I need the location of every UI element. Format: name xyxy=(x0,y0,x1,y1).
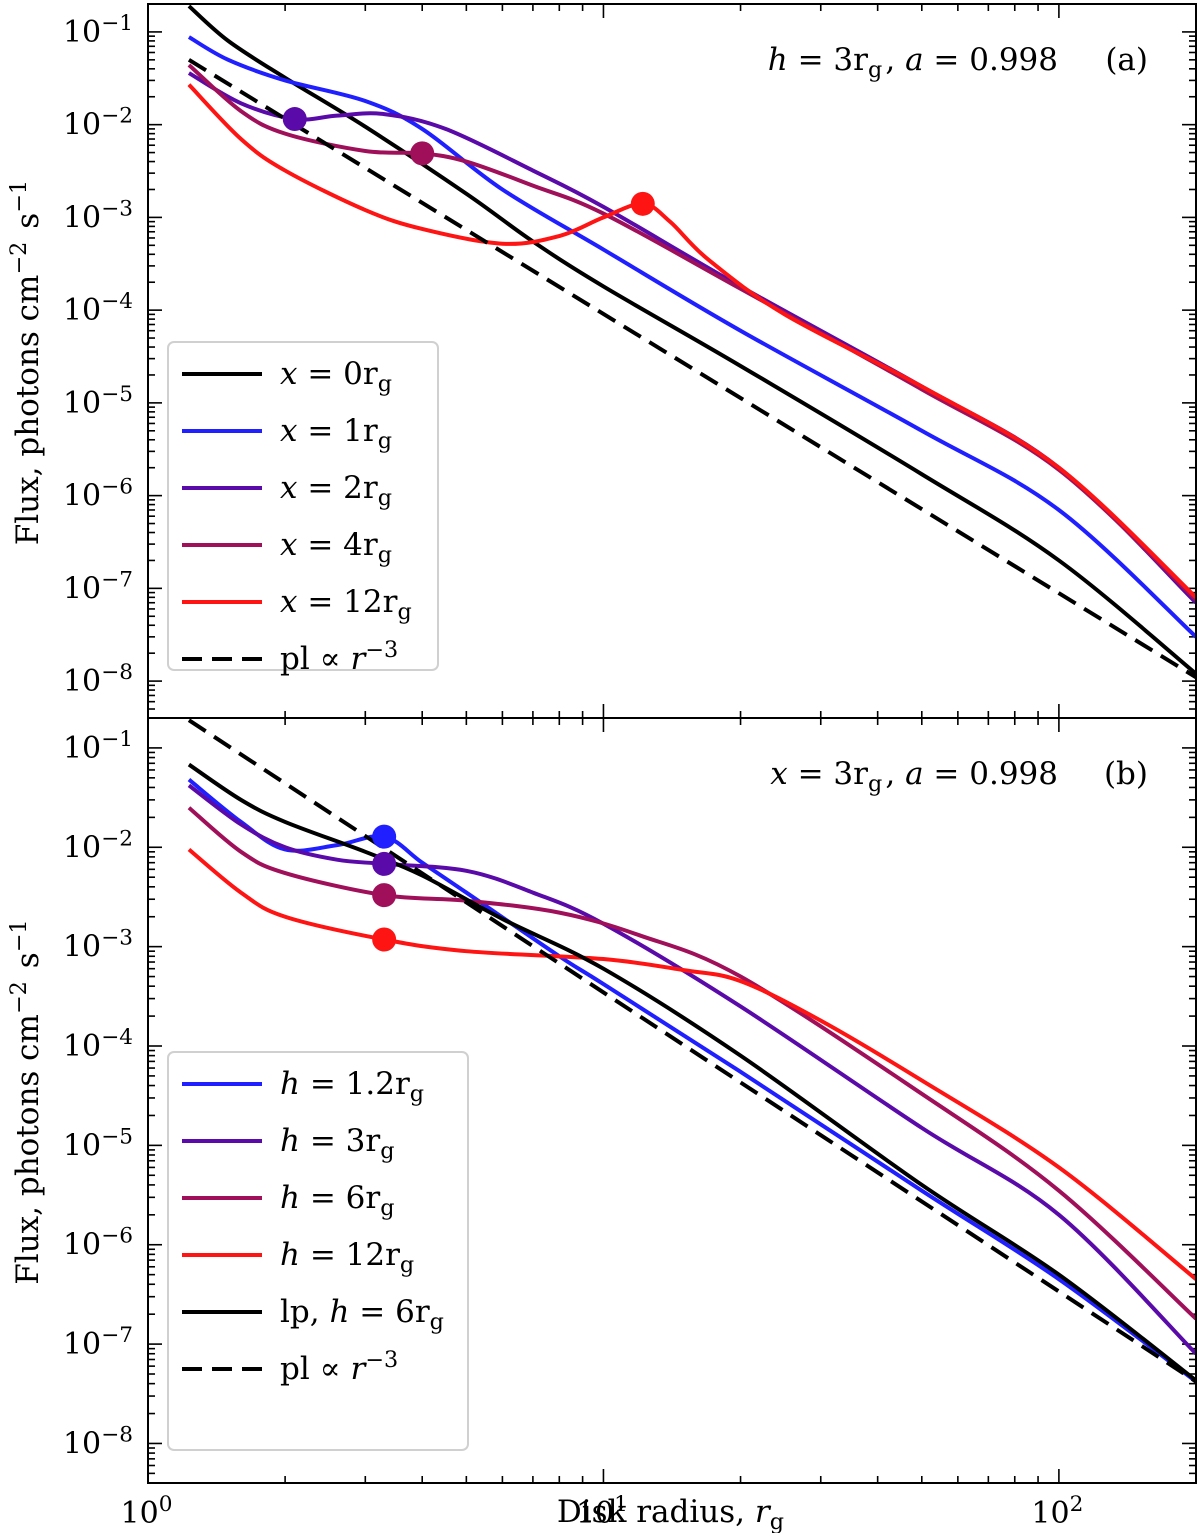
x-tick-label: 102 xyxy=(1031,1492,1086,1531)
series-line-1 xyxy=(187,35,1196,639)
series-marker-3 xyxy=(372,927,397,952)
y-tick-label: 10−7 xyxy=(63,567,136,606)
y-tick-label: 10−1 xyxy=(63,11,136,50)
legend: h = 1.2rg h = 3rg h = 6rg h = 12rg lp, h… xyxy=(167,1051,469,1451)
x-axis-title: Disk radius, rg xyxy=(557,1494,787,1533)
y-tick-label: 10−8 xyxy=(63,1422,136,1461)
legend-entry: pl ∝ r−3 xyxy=(280,1347,401,1387)
series-marker-2 xyxy=(630,191,655,216)
series-line-1 xyxy=(187,783,1196,1356)
y-tick-label: 10−5 xyxy=(63,382,136,421)
series-line-2 xyxy=(187,806,1196,1321)
legend-entry: pl ∝ r−3 xyxy=(280,637,401,677)
panel-a: 10−8 10−7 10−6 10−5 10−4 10−3 10−2 10−1 … xyxy=(6,3,1197,719)
series-marker-0 xyxy=(282,107,307,132)
series-line-3 xyxy=(187,847,1196,1281)
legend-box xyxy=(167,1051,469,1451)
y-tick-label: 10−3 xyxy=(63,926,136,965)
y-tick-label: 10−4 xyxy=(63,1025,136,1064)
series-marker-1 xyxy=(410,141,435,166)
panel-annotation: h = 3rg , a = 0.998 xyxy=(768,42,1058,83)
plot-area xyxy=(187,4,1196,679)
y-tick-label: 10−2 xyxy=(63,826,136,865)
y-tick-label: 10−7 xyxy=(63,1323,136,1362)
series-marker-0 xyxy=(372,824,397,849)
legend-entry: h = 12rg xyxy=(280,1237,417,1278)
legend-box xyxy=(167,341,439,671)
legend: x = 0rg x = 1rg x = 2rg x = 4rg x = 12rg… xyxy=(167,341,439,677)
series-line-3 xyxy=(187,63,1196,602)
series-line-4 xyxy=(187,762,1196,1383)
y-tick-label: 10−2 xyxy=(63,104,136,143)
y-tick-label: 10−4 xyxy=(63,289,136,328)
y-tick-label: 10−3 xyxy=(63,196,136,235)
legend-entry: h = 6rg xyxy=(280,1180,398,1221)
ticks xyxy=(147,3,1197,719)
y-tick-label: 10−1 xyxy=(63,727,136,766)
series-marker-1 xyxy=(372,851,397,876)
y-axis-title: Flux, photons cm−2 s−1 xyxy=(6,177,46,545)
legend-entry: x = 2rg xyxy=(280,470,395,511)
legend-entry: h = 3rg xyxy=(280,1123,398,1164)
panel-label: (b) xyxy=(1104,756,1148,792)
x-tick-label: 100 xyxy=(121,1492,176,1531)
y-tick-label: 10−5 xyxy=(63,1124,136,1163)
y-tick-label: 10−6 xyxy=(63,475,136,514)
y-tick-label: 10−6 xyxy=(63,1224,136,1263)
legend-entry: h = 1.2rg xyxy=(280,1066,427,1107)
x-tick-label: 101 xyxy=(576,1492,631,1531)
panel-b: 10−8 10−7 10−6 10−5 10−4 10−3 10−2 10−1 … xyxy=(6,717,1197,1531)
plot-area xyxy=(187,718,1196,1384)
series-line-5 xyxy=(187,718,1196,1384)
legend-entry: x = 0rg xyxy=(280,356,395,397)
series-marker-2 xyxy=(372,883,397,908)
y-tick-label: 10−8 xyxy=(63,660,136,699)
plot-frame xyxy=(147,717,1197,1484)
panel-label: (a) xyxy=(1105,42,1148,78)
legend-entry: x = 4rg xyxy=(280,527,395,568)
panel-annotation: x = 3rg , a = 0.998 xyxy=(770,756,1058,797)
y-axis-title: Flux, photons cm−2 s−1 xyxy=(6,916,46,1284)
legend-entry: x = 12rg xyxy=(280,584,415,625)
legend-entry: lp, h = 6rg xyxy=(280,1294,447,1335)
legend-entry: x = 1rg xyxy=(280,413,395,454)
series-line-5 xyxy=(187,58,1196,679)
